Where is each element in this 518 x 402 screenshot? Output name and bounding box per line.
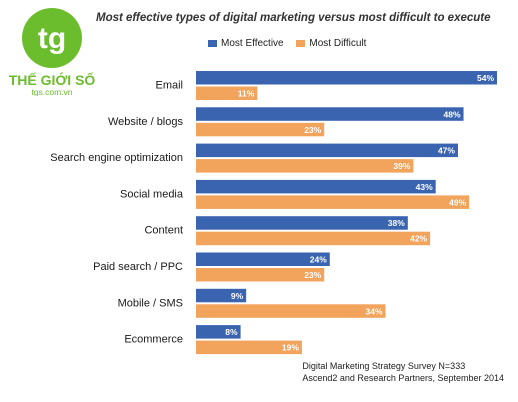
bar-difficult bbox=[196, 122, 325, 137]
bar-difficult bbox=[196, 340, 302, 355]
bar-difficult bbox=[196, 86, 258, 100]
bar-effective bbox=[196, 325, 241, 339]
data-label-effective: 43% bbox=[416, 182, 433, 192]
legend-label-effective: Most Effective bbox=[221, 38, 284, 49]
bar-effective bbox=[196, 288, 247, 303]
bar-effective bbox=[196, 252, 330, 266]
data-label-difficult: 34% bbox=[366, 306, 383, 316]
category-label: Website / blogs bbox=[108, 116, 184, 128]
data-label-difficult: 11% bbox=[238, 89, 255, 99]
category-label: Paid search / PPC bbox=[93, 261, 183, 273]
data-label-effective: 38% bbox=[388, 218, 405, 228]
category-label: Social media bbox=[120, 188, 184, 200]
data-label-difficult: 23% bbox=[304, 125, 321, 135]
bar-effective bbox=[196, 71, 497, 85]
bar-chart: Email 54% 11% Website / blogs 48% 23% Search e… bbox=[50, 71, 497, 355]
bar-difficult bbox=[196, 195, 470, 209]
data-label-difficult: 23% bbox=[304, 270, 321, 280]
legend-item-difficult: Most Difficult bbox=[296, 38, 366, 49]
bar-effective bbox=[196, 107, 464, 121]
data-label-difficult: 39% bbox=[393, 161, 410, 171]
legend-item-effective: Most Effective bbox=[208, 38, 284, 49]
bar-difficult bbox=[196, 268, 325, 282]
bar-effective bbox=[196, 143, 458, 158]
source-line-1: Digital Marketing Strategy Survey N=333 bbox=[302, 361, 466, 371]
data-label-effective: 54% bbox=[477, 73, 494, 83]
data-label-effective: 47% bbox=[438, 146, 455, 156]
bar-effective bbox=[196, 216, 408, 230]
category-label: Email bbox=[155, 80, 183, 92]
legend-swatch-effective bbox=[208, 40, 217, 47]
data-label-effective: 48% bbox=[444, 109, 461, 119]
category-label: Content bbox=[144, 225, 183, 237]
data-label-difficult: 49% bbox=[449, 197, 466, 207]
source-line-2: Ascend2 and Research Partners, September… bbox=[302, 373, 504, 383]
logo-monogram: tg bbox=[38, 22, 66, 55]
data-label-difficult: 42% bbox=[410, 234, 427, 244]
data-label-difficult: 19% bbox=[282, 343, 299, 353]
category-label: Ecommerce bbox=[124, 334, 183, 346]
bar-effective bbox=[196, 179, 436, 194]
logo-domain: tgs.com.vn bbox=[31, 87, 72, 96]
tgs-logo: tg THẾ GIỚI SỐ tgs.com.vn bbox=[9, 8, 96, 96]
chart-source: Digital Marketing Strategy Survey N=333 … bbox=[302, 360, 504, 384]
chart-legend: Most Effective Most Difficult bbox=[208, 38, 376, 50]
data-label-effective: 24% bbox=[310, 255, 327, 265]
category-label: Search engine optimization bbox=[50, 152, 183, 164]
bar-difficult bbox=[196, 159, 414, 173]
category-label: Mobile / SMS bbox=[118, 297, 183, 309]
data-label-effective: 8% bbox=[225, 327, 238, 337]
logo-circle bbox=[22, 8, 82, 68]
legend-swatch-difficult bbox=[296, 40, 306, 47]
chart-title: Most effective types of digital marketin… bbox=[96, 12, 491, 24]
bar-difficult bbox=[196, 231, 431, 246]
bar-difficult bbox=[196, 304, 386, 318]
legend-label-difficult: Most Difficult bbox=[309, 38, 367, 49]
data-label-effective: 9% bbox=[231, 291, 244, 301]
logo-brand: THẾ GIỚI SỐ bbox=[9, 71, 96, 88]
